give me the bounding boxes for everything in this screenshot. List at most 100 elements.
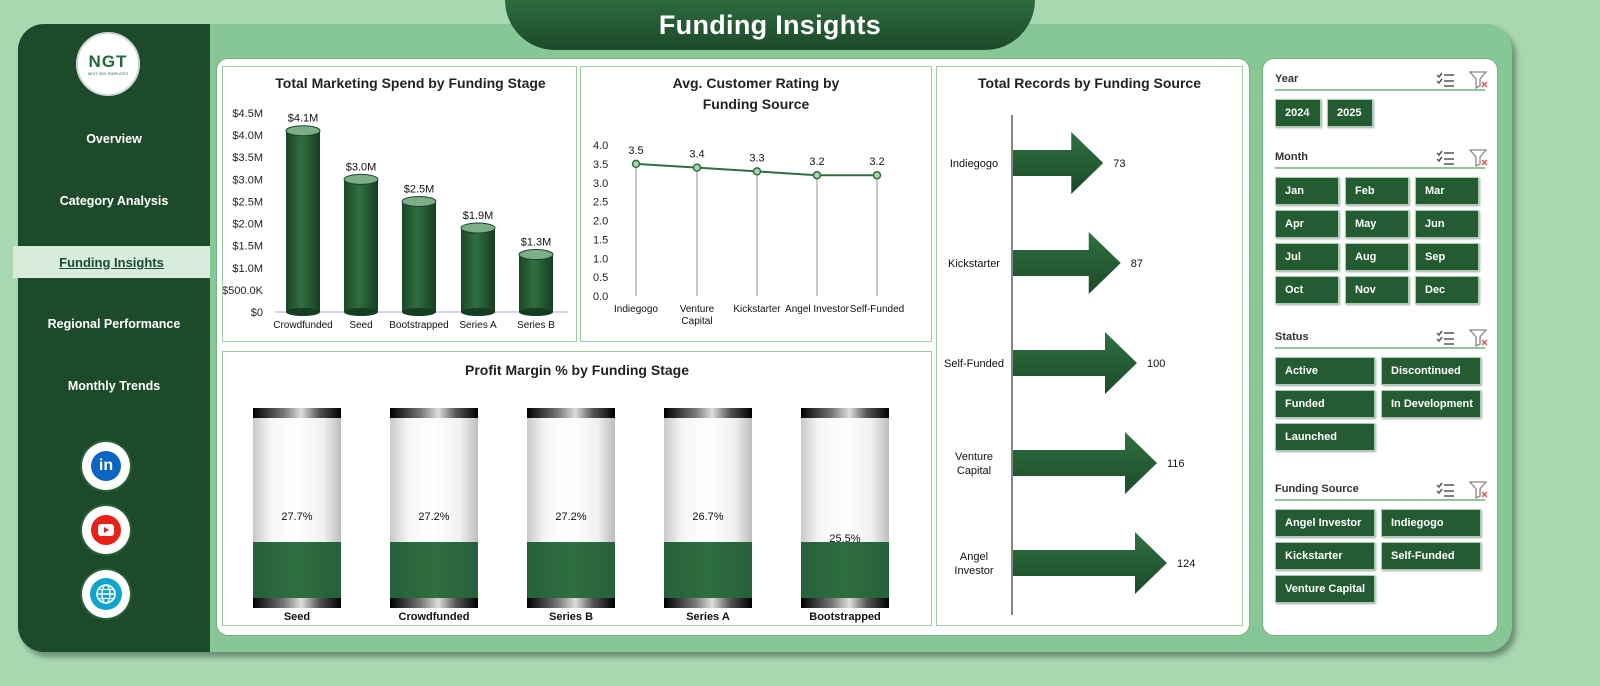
bar-base bbox=[461, 308, 495, 316]
marketing-chart-svg: $0 $500.0K $1.0M $1.5M $2.0M $2.5M $3.0M $3.5M $… bbox=[223, 108, 568, 331]
page-title: Funding Insights bbox=[658, 9, 882, 40]
filter-month-may[interactable]: May bbox=[1345, 210, 1409, 238]
month-filter-label: Month bbox=[1275, 151, 1308, 163]
filter-month-apr[interactable]: Apr bbox=[1275, 210, 1339, 238]
y-tick-label: $1.0M bbox=[232, 263, 263, 275]
youtube-icon bbox=[91, 515, 121, 545]
category-label: Series A bbox=[459, 320, 497, 331]
filter-year-2025[interactable]: 2025 bbox=[1327, 99, 1373, 127]
filter-status-active[interactable]: Active bbox=[1275, 357, 1375, 385]
filter-status-funded[interactable]: Funded bbox=[1275, 390, 1375, 418]
bar-top bbox=[401, 195, 437, 207]
tube-cap bbox=[390, 408, 478, 418]
data-label: 3.2 bbox=[809, 156, 824, 168]
tube-base bbox=[253, 598, 341, 608]
filter-month-oct[interactable]: Oct bbox=[1275, 276, 1339, 304]
filter-source-kickstarter[interactable]: Kickstarter bbox=[1275, 542, 1375, 570]
nav-regional-performance[interactable]: Regional Performance bbox=[47, 317, 181, 331]
multi-select-icon[interactable] bbox=[1435, 329, 1455, 347]
nav-overview[interactable]: Overview bbox=[86, 132, 142, 146]
filter-source-venture-capital[interactable]: Venture Capital bbox=[1275, 575, 1375, 603]
source-filter-label: Funding Source bbox=[1275, 483, 1359, 495]
filter-month-jan[interactable]: Jan bbox=[1275, 177, 1339, 205]
multi-select-icon[interactable] bbox=[1435, 149, 1455, 167]
bar-base bbox=[286, 308, 320, 316]
filter-month-aug[interactable]: Aug bbox=[1345, 243, 1409, 271]
y-tick-label: $500.0K bbox=[223, 285, 264, 297]
filter-status-launched[interactable]: Launched bbox=[1275, 423, 1375, 451]
y-tick-label: $1.5M bbox=[232, 241, 263, 253]
data-label: 124 bbox=[1177, 558, 1195, 570]
tube-cap bbox=[801, 408, 889, 418]
data-label: 116 bbox=[1167, 458, 1185, 470]
bar bbox=[344, 179, 378, 312]
filter-source-indiegogo[interactable]: Indiegogo bbox=[1381, 509, 1481, 537]
margin-chart-svg: 27.7% Seed 27.2% Crowdfunded 27.2% Series B 26… bbox=[253, 408, 889, 623]
nav-monthly-trends[interactable]: Monthly Trends bbox=[67, 379, 161, 393]
marketing-chart-title: Total Marketing Spend by Funding Stage bbox=[275, 75, 546, 91]
filter-month-mar[interactable]: Mar bbox=[1415, 177, 1479, 205]
category-label: Indiegogo bbox=[950, 158, 998, 170]
bar bbox=[286, 130, 320, 312]
year-filter-header: Year bbox=[1275, 71, 1488, 91]
profit-margin-chart: Profit Margin % by Funding Stage bbox=[222, 351, 932, 626]
data-label: $1.9M bbox=[463, 210, 494, 222]
bar bbox=[527, 542, 615, 598]
clear-filter-icon[interactable] bbox=[1469, 149, 1489, 167]
year-filter-label: Year bbox=[1275, 73, 1299, 85]
filter-status-discontinued[interactable]: Discontinued bbox=[1381, 357, 1481, 385]
y-tick-label: 1.0 bbox=[593, 253, 608, 265]
filter-month-jul[interactable]: Jul bbox=[1275, 243, 1339, 271]
linkedin-button[interactable]: in bbox=[82, 442, 130, 490]
tube-base bbox=[801, 598, 889, 608]
y-tick-label: $0 bbox=[251, 307, 263, 319]
bar bbox=[1013, 232, 1121, 294]
nav-funding-insights[interactable]: Funding Insights bbox=[13, 246, 210, 278]
filter-status-in-development[interactable]: In Development bbox=[1381, 390, 1481, 418]
data-label: $3.0M bbox=[346, 161, 377, 173]
category-label: Venture bbox=[955, 451, 993, 463]
y-tick-label: 0.0 bbox=[593, 291, 608, 303]
bar bbox=[461, 227, 495, 312]
youtube-button[interactable] bbox=[82, 506, 130, 554]
rating-chart-svg: 0.0 0.5 1.0 1.5 2.0 2.5 3.0 3.5 4.0 3.5 Indiegogo 3… bbox=[593, 140, 904, 327]
filter-year-2024[interactable]: 2024 bbox=[1275, 99, 1321, 127]
clear-filter-icon[interactable] bbox=[1469, 329, 1489, 347]
bar-top bbox=[285, 125, 321, 137]
data-label: 26.7% bbox=[692, 511, 723, 523]
records-chart: Total Records by Funding Source 73 Indieg… bbox=[936, 66, 1243, 626]
multi-select-icon[interactable] bbox=[1435, 71, 1455, 89]
filter-month-nov[interactable]: Nov bbox=[1345, 276, 1409, 304]
filter-source-angel-investor[interactable]: Angel Investor bbox=[1275, 509, 1375, 537]
bar bbox=[253, 542, 341, 598]
source-filter-header: Funding Source bbox=[1275, 481, 1488, 501]
filter-source-self-funded[interactable]: Self-Funded bbox=[1381, 542, 1481, 570]
logo-text: NGT bbox=[88, 52, 128, 71]
bar bbox=[1013, 332, 1137, 394]
logo: NGT NEXT GEN TEMPLATES bbox=[76, 32, 140, 96]
clear-filter-icon[interactable] bbox=[1469, 481, 1489, 499]
bar-top bbox=[518, 249, 554, 261]
category-label: Capital bbox=[957, 465, 991, 477]
website-button[interactable] bbox=[82, 570, 130, 618]
nav-category-analysis[interactable]: Category Analysis bbox=[59, 194, 169, 208]
status-filter-header: Status bbox=[1275, 329, 1488, 349]
category-label: Seed bbox=[284, 611, 310, 623]
multi-select-icon[interactable] bbox=[1435, 481, 1455, 499]
data-label: $4.1M bbox=[288, 113, 319, 125]
filter-month-dec[interactable]: Dec bbox=[1415, 276, 1479, 304]
margin-chart-title: Profit Margin % by Funding Stage bbox=[465, 362, 689, 378]
filter-month-feb[interactable]: Feb bbox=[1345, 177, 1409, 205]
filter-month-jun[interactable]: Jun bbox=[1415, 210, 1479, 238]
data-point bbox=[631, 159, 641, 169]
data-label: 87 bbox=[1131, 258, 1143, 270]
rating-chart-title: Avg. Customer Rating by Funding Source bbox=[672, 75, 840, 112]
records-chart-svg: 73 Indiegogo 87 Kickstarter 100 Self-Funded 11… bbox=[944, 115, 1195, 615]
y-tick-label: 3.5 bbox=[593, 159, 608, 171]
filter-month-sep[interactable]: Sep bbox=[1415, 243, 1479, 271]
y-tick-label: 1.5 bbox=[593, 234, 608, 246]
records-chart-title: Total Records by Funding Source bbox=[978, 75, 1201, 91]
y-tick-label: 3.0 bbox=[593, 178, 608, 190]
category-label: Bootstrapped bbox=[389, 320, 449, 331]
clear-filter-icon[interactable] bbox=[1469, 71, 1489, 89]
